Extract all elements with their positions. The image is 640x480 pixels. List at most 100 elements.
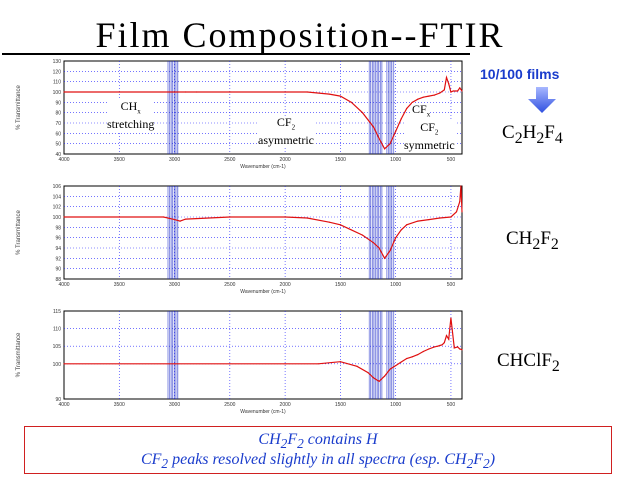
data-point xyxy=(185,218,187,220)
data-point xyxy=(339,224,341,226)
stretching-label: stretching xyxy=(107,117,155,132)
data-point xyxy=(422,350,424,353)
data-point xyxy=(461,211,463,213)
x-tick-label: 1000 xyxy=(390,282,401,288)
data-point xyxy=(445,335,448,337)
data-point xyxy=(372,242,375,244)
x-tick-label: 4000 xyxy=(58,402,69,408)
highlight-band xyxy=(386,186,395,279)
x-axis-label: Wavenumber (cm-1) xyxy=(240,409,286,415)
data-point xyxy=(445,76,448,79)
y-tick-label: 104 xyxy=(53,194,62,200)
data-point xyxy=(459,348,461,350)
data-point xyxy=(372,126,375,128)
data-point xyxy=(384,375,386,377)
data-point xyxy=(317,363,319,365)
title-underline xyxy=(2,53,470,55)
x-tick-label: 500 xyxy=(447,282,456,288)
y-tick-label: 96 xyxy=(55,236,61,242)
data-point xyxy=(356,365,358,367)
y-tick-label: 80 xyxy=(55,111,61,117)
data-point xyxy=(395,364,397,367)
data-point xyxy=(284,216,286,218)
data-point xyxy=(284,91,286,93)
x-tick-label: 1000 xyxy=(390,402,401,408)
ftir-chart-chclf2: % Transmittance 4000 3500 3000 2500 2000 1500 1… xyxy=(16,309,463,415)
data-point xyxy=(328,221,330,223)
data-point xyxy=(395,237,397,239)
plot-frame xyxy=(63,185,463,280)
data-point xyxy=(395,130,397,132)
data-point xyxy=(400,118,402,120)
data-point xyxy=(389,368,391,370)
data-point xyxy=(185,91,187,93)
data-point xyxy=(372,377,375,379)
data-point xyxy=(461,90,463,92)
data-point xyxy=(456,346,459,348)
cf2-sym-label: CF xyxy=(420,120,435,134)
data-point xyxy=(229,216,231,218)
y-tick-label: 120 xyxy=(53,69,62,75)
data-point xyxy=(450,216,452,218)
data-point xyxy=(459,200,461,203)
data-point xyxy=(452,90,454,92)
data-point xyxy=(179,220,181,222)
data-point xyxy=(339,95,341,97)
cf-right-label: CFx xyxy=(412,102,431,122)
data-point xyxy=(456,90,459,92)
data-point xyxy=(173,91,176,93)
y-tick-label: 90 xyxy=(55,100,61,106)
y-tick-label: 110 xyxy=(53,327,61,333)
data-point xyxy=(433,346,435,348)
data-point xyxy=(361,234,364,236)
data-point xyxy=(306,217,308,219)
data-point xyxy=(339,361,341,363)
y-tick-label: 100 xyxy=(53,215,62,221)
y-tick-label: 102 xyxy=(53,205,62,211)
cf-right-text: CF xyxy=(412,102,427,116)
ftir-chart-ch2f2: % Transmittance 4000 3500 3000 2500 2000 1500 1… xyxy=(16,184,463,295)
data-point xyxy=(411,101,413,103)
ch-stretching-label: CHx stretching xyxy=(107,99,155,132)
data-point xyxy=(400,229,402,231)
x-tick-label: 1500 xyxy=(335,402,346,408)
data-point xyxy=(406,224,408,226)
x-tick-label: 1500 xyxy=(335,282,346,288)
y-tick-label: 40 xyxy=(55,152,61,158)
data-point xyxy=(417,354,419,356)
spectrum-line xyxy=(64,75,463,150)
symmetric-label: symmetric xyxy=(404,138,455,153)
x-tick-label: 4000 xyxy=(58,157,69,163)
x-tick-label: 3000 xyxy=(169,402,180,408)
data-point xyxy=(439,344,441,347)
data-point xyxy=(411,356,413,358)
y-tick-label: 90 xyxy=(55,397,61,403)
data-point xyxy=(448,83,450,85)
y-tick-label: 94 xyxy=(55,246,61,252)
data-point xyxy=(417,220,419,222)
asymmetric-label: asymmetric xyxy=(258,133,314,148)
slide-title: Film Composition--FTIR xyxy=(95,15,505,55)
data-point xyxy=(406,357,408,360)
data-point xyxy=(389,249,391,252)
y-tick-label: 60 xyxy=(55,131,61,137)
data-point xyxy=(454,90,456,92)
y-tick-label: 115 xyxy=(53,309,61,315)
conclusion-box: CH2F2 contains H CF2 peaks resolved slig… xyxy=(24,426,612,474)
data-point xyxy=(428,95,430,97)
x-tick-label: 2500 xyxy=(224,282,235,288)
films-label: 10/100 films xyxy=(480,66,560,82)
x-tick-label: 500 xyxy=(447,157,456,163)
y-tick-label: 90 xyxy=(55,267,61,273)
cf2-symmetric-label: CF2 symmetric xyxy=(404,120,455,153)
data-point xyxy=(378,380,380,382)
data-point xyxy=(306,91,308,93)
x-tick-label: 2500 xyxy=(224,402,235,408)
cf2-asym-label: CF xyxy=(276,115,292,129)
data-point xyxy=(378,137,380,140)
y-axis-label: % Transmittance xyxy=(16,209,22,254)
x-tick-label: 1000 xyxy=(390,157,401,163)
highlight-band xyxy=(167,186,179,279)
data-point xyxy=(173,218,176,221)
down-arrow-icon xyxy=(528,87,556,113)
